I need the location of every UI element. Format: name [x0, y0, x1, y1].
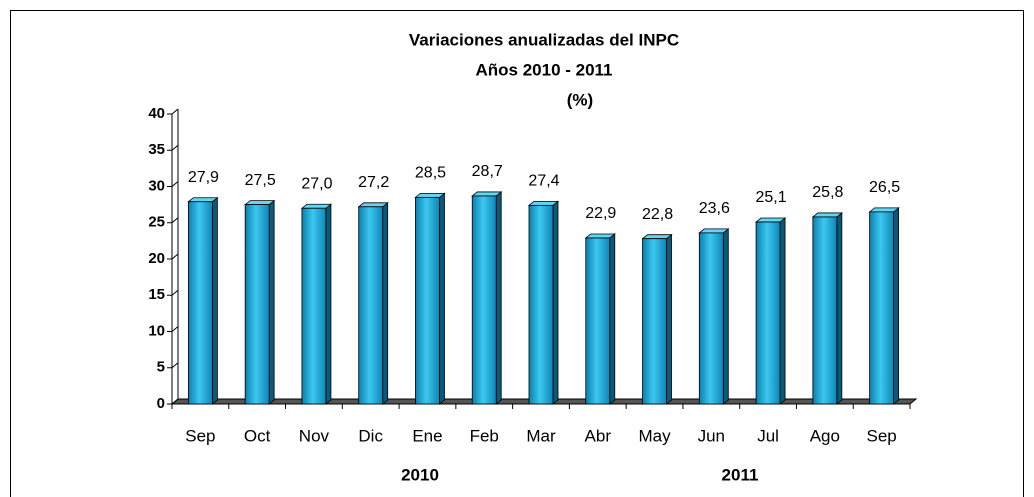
x-tick-label: Sep: [185, 426, 215, 445]
y-tick-label: 15: [148, 286, 165, 303]
x-tick-label: Ene: [412, 426, 442, 445]
bar: [244, 199, 276, 405]
chart-title: Variaciones anualizadas del INPC: [409, 30, 679, 49]
x-tick-label: Nov: [299, 426, 330, 445]
y-wall-tick: [171, 144, 179, 151]
value-label: 27,2: [358, 174, 389, 191]
y-wall-tick: [171, 326, 179, 332]
x-tick-label: Mar: [526, 426, 556, 445]
y-tick-label: 20: [148, 250, 165, 267]
x-tick-label: Jul: [757, 426, 779, 445]
bar: [641, 233, 673, 405]
value-label: 28,5: [415, 165, 446, 182]
group-label: 2010: [401, 465, 439, 484]
frame: [10, 10, 1024, 497]
x-tick-label: Dic: [358, 426, 383, 445]
x-tick-label: May: [638, 426, 671, 445]
y-tick-label: 10: [148, 322, 165, 339]
group-label: 2011: [722, 465, 759, 484]
bar: [698, 228, 730, 405]
bar: [471, 191, 503, 405]
value-label: 27,4: [528, 173, 559, 190]
y-wall-tick: [171, 181, 179, 187]
bar: [811, 212, 843, 405]
bar: [300, 203, 333, 405]
bar: [754, 217, 787, 405]
bar: [868, 207, 900, 405]
value-label: 27,9: [188, 169, 219, 186]
x-tick-label: Ago: [810, 426, 840, 445]
chart-unit: (%): [567, 90, 593, 109]
value-label: 22,8: [642, 206, 673, 223]
x-tick-label: Abr: [585, 426, 612, 445]
x-tick-label: Oct: [244, 426, 271, 445]
chart-subtitle: Años 2010 - 2011: [475, 60, 612, 79]
y-wall-tick: [171, 362, 179, 369]
value-label: 23,6: [699, 200, 730, 217]
value-label: 22,9: [585, 205, 616, 222]
y-tick-label: 40: [148, 105, 165, 122]
bar: [357, 201, 389, 405]
x-tick-label: Jun: [698, 426, 725, 445]
y-tick-label: 25: [148, 214, 165, 231]
bar: [584, 233, 616, 405]
x-tick-label: Sep: [866, 426, 896, 445]
y-wall-tick: [171, 289, 179, 296]
x-tick-label: Feb: [470, 426, 499, 445]
value-label: 25,8: [812, 184, 843, 201]
y-wall-tick: [171, 398, 179, 405]
value-label: 25,1: [756, 189, 787, 206]
bar: [187, 196, 219, 405]
value-label: 26,5: [869, 179, 900, 196]
y-wall-tick: [171, 108, 179, 115]
y-tick-label: 5: [157, 359, 165, 376]
value-label: 27,0: [301, 175, 332, 192]
bar: [414, 192, 446, 405]
y-wall-tick: [171, 253, 179, 260]
y-tick-label: 30: [148, 177, 165, 194]
value-label: 28,7: [472, 163, 503, 180]
y-wall-tick: [171, 217, 179, 224]
bar: [527, 200, 560, 405]
y-tick-label: 0: [157, 395, 165, 412]
value-label: 27,5: [245, 172, 276, 189]
y-tick-label: 35: [148, 141, 165, 158]
